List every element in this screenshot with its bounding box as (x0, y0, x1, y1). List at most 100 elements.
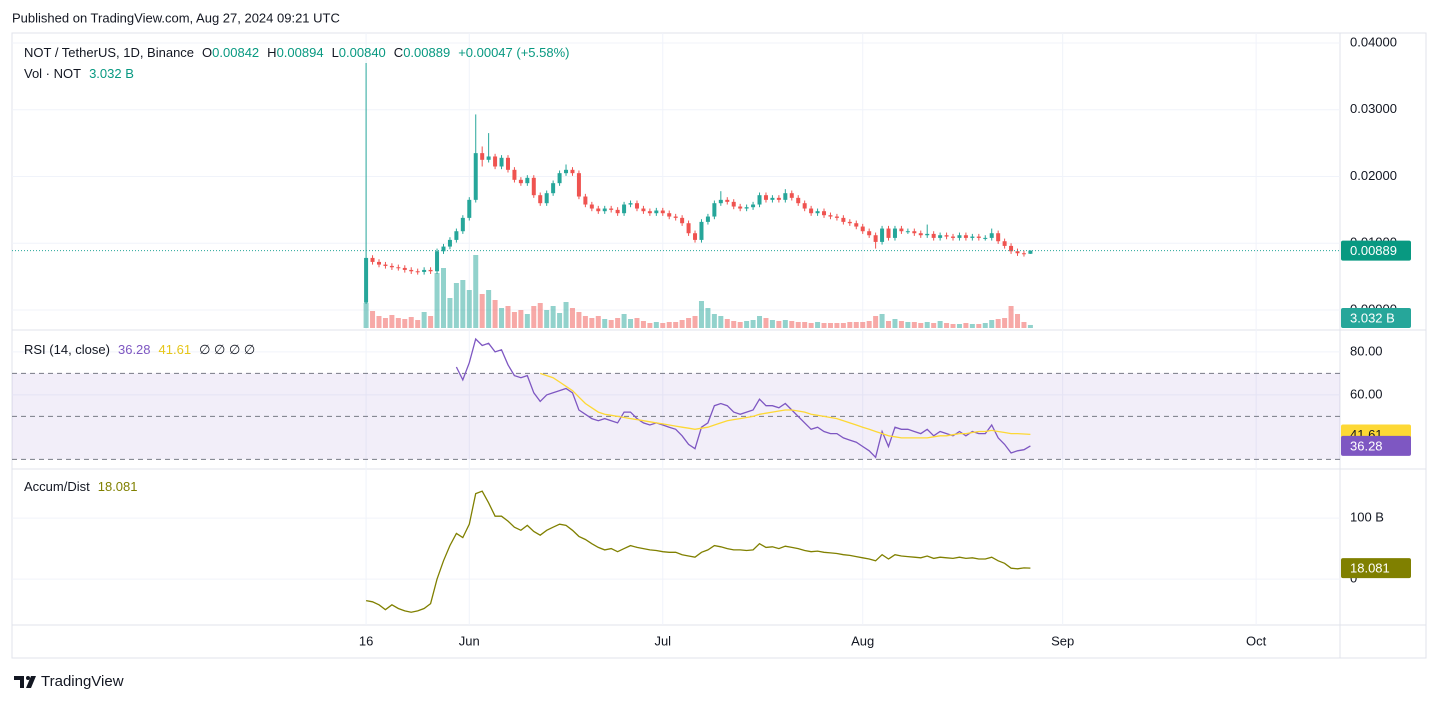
volume-bar (711, 314, 717, 328)
legend-key: O (202, 45, 212, 60)
candle-body (757, 195, 762, 205)
legend-key: H (267, 45, 276, 60)
volume-bar (550, 306, 556, 328)
candle-body (1015, 251, 1020, 254)
x-tick-label: Jul (654, 633, 671, 648)
candle-body (673, 216, 678, 218)
volume-bar (931, 323, 937, 328)
candle-body (583, 196, 588, 205)
volume-bar (1008, 306, 1014, 328)
volume-bar (634, 318, 640, 328)
volume-bar (898, 321, 904, 328)
candle-body (996, 233, 1001, 242)
candle-body (963, 235, 968, 238)
legend-key: C (394, 45, 403, 60)
candle-body (602, 208, 607, 212)
volume-bar (847, 322, 853, 328)
candle-body (531, 177, 536, 196)
candle-body (951, 236, 956, 238)
volume-bar (1021, 322, 1027, 328)
volume-bar (608, 320, 614, 328)
volume-bar (776, 321, 782, 328)
candle-body (834, 216, 839, 218)
x-tick-label: Jun (459, 633, 480, 648)
price-badge-bg (1341, 240, 1411, 261)
volume-bar (557, 313, 563, 328)
volume-bar (382, 318, 388, 328)
volume-bar (486, 290, 492, 328)
volume-bar (466, 290, 472, 328)
volume-bar (376, 316, 382, 328)
rsi-band-fill (12, 373, 1340, 460)
candle-body (402, 267, 407, 270)
x-tick-label: Aug (851, 633, 874, 648)
candle-body (918, 233, 923, 236)
volume-bar (918, 323, 924, 328)
x-tick-label: Sep (1051, 633, 1074, 648)
candle-body (938, 235, 943, 238)
candle-body (589, 204, 594, 209)
candle-body (886, 228, 891, 238)
logo-mark (14, 676, 24, 688)
candle-body (880, 228, 885, 242)
tradingview-logo: TradingView (14, 673, 124, 690)
legend-key: L (332, 45, 339, 60)
pane-legend-value: 18.081 (98, 479, 138, 494)
y-tick-label: 0.04000 (1350, 34, 1397, 49)
volume-legend-name: Vol · NOT (24, 66, 81, 81)
volume-bar (589, 318, 595, 328)
volume-bar (660, 323, 666, 328)
candle-body (499, 157, 504, 167)
volume-bar (576, 312, 582, 328)
volume-bar (879, 314, 885, 328)
candle-body (796, 197, 801, 204)
price-badge: 0.00889 (1350, 243, 1397, 258)
logo-mark (26, 676, 36, 688)
candle-body (660, 210, 665, 214)
pane-title: Accum/Dist (24, 479, 90, 494)
published-note: Published on TradingView.com, Aug 27, 20… (12, 10, 340, 25)
volume-bar (769, 320, 775, 328)
candle-body (641, 208, 646, 212)
volume-bar (969, 324, 975, 328)
volume-bar (782, 320, 788, 328)
volume-bar (750, 320, 756, 328)
volume-badge: 3.032 B (1350, 310, 1395, 325)
candle-body (389, 265, 394, 268)
legend-value: 0.00840 (339, 45, 386, 60)
legend-value: 0.00842 (212, 45, 259, 60)
volume-bar (834, 323, 840, 328)
y-tick-label: 0.03000 (1350, 101, 1397, 116)
volume-bar (628, 319, 634, 328)
volume-bar (421, 312, 427, 328)
candle-body (551, 183, 556, 194)
volume-bar (731, 321, 737, 328)
volume-bar (402, 319, 408, 328)
volume-bar (757, 316, 763, 328)
value-badge: 36.28 (1350, 438, 1383, 453)
candle-body (525, 177, 530, 184)
volume-bar (860, 322, 866, 328)
volume-bar (666, 322, 672, 328)
candle-body (505, 157, 510, 170)
candle-body (441, 246, 446, 252)
chart-frame (11, 32, 1427, 659)
candle-body (783, 193, 788, 200)
candle-body (570, 169, 575, 174)
volume-bar (544, 310, 550, 328)
pane-legend-value: 36.28 (118, 342, 151, 357)
volume-bar (989, 320, 995, 328)
series-line (455, 337, 1031, 459)
candle-body (409, 269, 414, 272)
legend: NOT / TetherUS, 1D, Binance O0.00842 H0.00… (24, 45, 570, 60)
volume-legend-value: 3.032 B (89, 66, 134, 81)
pane-legend: RSI (14, close) 36.28 41.61 ∅ ∅ ∅ ∅ (24, 342, 255, 357)
candle-body (873, 235, 878, 242)
candle-body (925, 233, 930, 236)
candle-body (376, 261, 381, 265)
volume-bar (944, 323, 950, 328)
candle-body (428, 269, 433, 272)
candle-body (693, 233, 698, 240)
volume-bar (415, 320, 421, 328)
volume-bar (434, 273, 440, 328)
